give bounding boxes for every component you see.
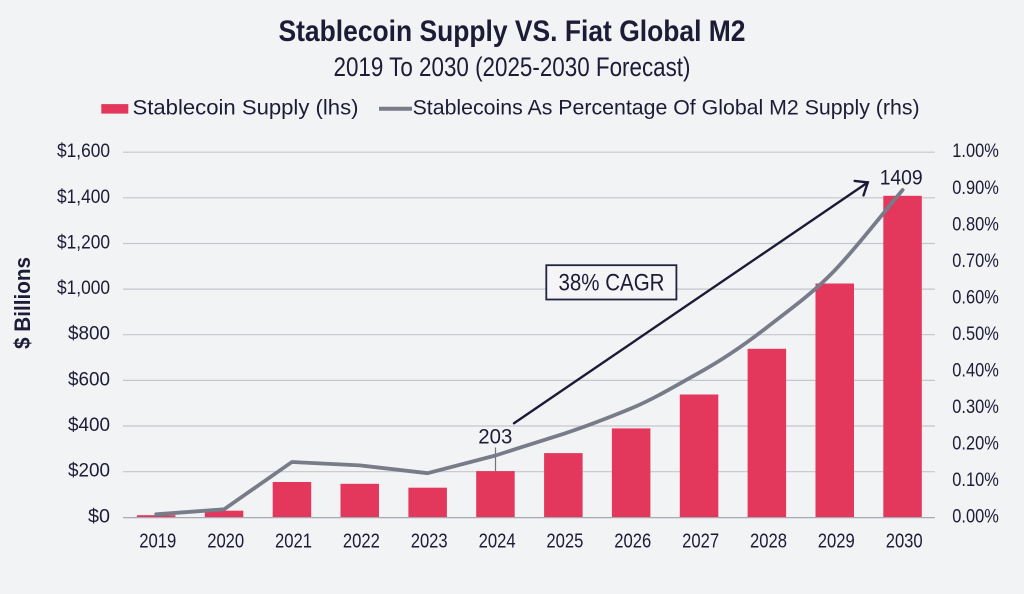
- svg-text:2026: 2026: [614, 531, 651, 553]
- svg-text:$600: $600: [68, 369, 110, 390]
- svg-text:$200: $200: [68, 461, 110, 482]
- svg-text:2020: 2020: [207, 531, 244, 553]
- svg-text:0.30%: 0.30%: [952, 396, 999, 418]
- svg-text:0.50%: 0.50%: [952, 323, 999, 345]
- svg-text:2025: 2025: [546, 531, 583, 553]
- svg-text:0.40%: 0.40%: [952, 359, 999, 381]
- svg-text:2024: 2024: [479, 531, 516, 553]
- svg-text:0.20%: 0.20%: [952, 433, 999, 455]
- svg-text:2030: 2030: [886, 531, 923, 553]
- svg-text:0.60%: 0.60%: [952, 286, 999, 308]
- svg-text:$ Billions: $ Billions: [10, 257, 35, 349]
- svg-text:0.80%: 0.80%: [952, 213, 999, 235]
- svg-text:2019 To 2030 (2025-2030 Foreca: 2019 To 2030 (2025-2030 Forecast): [334, 52, 691, 82]
- svg-text:2029: 2029: [818, 531, 855, 553]
- svg-text:1.00%: 1.00%: [952, 140, 999, 162]
- svg-text:0.00%: 0.00%: [952, 506, 999, 528]
- svg-text:Stablecoin Supply VS. Fiat Glo: Stablecoin Supply VS. Fiat Global M2: [279, 15, 746, 48]
- svg-text:0.70%: 0.70%: [952, 250, 999, 272]
- svg-text:$800: $800: [68, 324, 110, 345]
- svg-text:0.90%: 0.90%: [952, 177, 999, 199]
- svg-text:2019: 2019: [139, 531, 176, 553]
- svg-text:$1,000: $1,000: [57, 278, 110, 299]
- svg-text:203: 203: [478, 425, 512, 449]
- svg-text:Stablecoin Supply (lhs): Stablecoin Supply (lhs): [133, 97, 359, 120]
- svg-text:0.10%: 0.10%: [952, 469, 999, 491]
- svg-text:$1,200: $1,200: [57, 233, 110, 254]
- svg-text:2022: 2022: [343, 531, 380, 553]
- svg-text:2023: 2023: [411, 531, 448, 553]
- svg-text:2027: 2027: [682, 531, 719, 553]
- svg-text:38% CAGR: 38% CAGR: [559, 270, 665, 297]
- svg-text:$0: $0: [88, 507, 110, 528]
- svg-text:$400: $400: [68, 415, 110, 436]
- svg-text:$1,400: $1,400: [57, 187, 110, 208]
- svg-text:2021: 2021: [275, 531, 312, 553]
- svg-text:Stablecoins As Percentage Of G: Stablecoins As Percentage Of Global M2 S…: [413, 97, 920, 120]
- svg-text:2028: 2028: [750, 531, 787, 553]
- svg-text:1409: 1409: [880, 166, 923, 190]
- svg-text:$1,600: $1,600: [57, 141, 110, 162]
